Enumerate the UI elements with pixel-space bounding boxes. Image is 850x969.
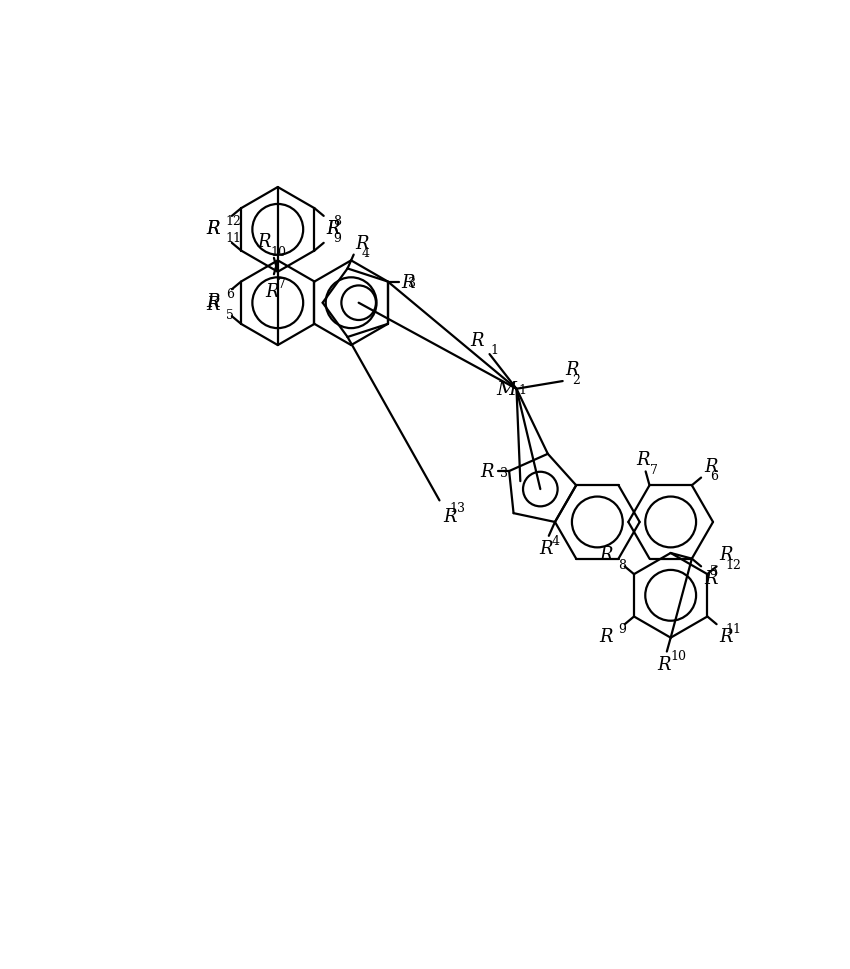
Text: 8: 8 — [333, 214, 341, 228]
Text: R: R — [539, 540, 552, 557]
Text: R: R — [704, 570, 717, 588]
Text: R: R — [402, 273, 415, 292]
Text: R: R — [206, 296, 219, 314]
Text: R: R — [720, 628, 734, 645]
Text: R: R — [658, 655, 672, 672]
Text: 10: 10 — [270, 245, 286, 259]
Text: 1: 1 — [490, 344, 498, 357]
Text: M: M — [496, 381, 517, 398]
Text: R: R — [206, 219, 219, 237]
Text: R: R — [720, 546, 734, 564]
Text: R: R — [206, 293, 219, 311]
Text: 7: 7 — [649, 463, 657, 477]
Text: R: R — [637, 451, 650, 469]
Text: R: R — [599, 546, 613, 564]
Text: R: R — [265, 283, 278, 300]
Text: 10: 10 — [671, 649, 687, 663]
Text: 6: 6 — [711, 470, 718, 483]
Text: R: R — [355, 234, 369, 252]
Text: R: R — [258, 233, 270, 251]
Text: R: R — [326, 220, 340, 237]
Text: 9: 9 — [619, 622, 626, 636]
Text: 12: 12 — [226, 214, 241, 228]
Text: 3: 3 — [408, 277, 416, 290]
Text: R: R — [471, 331, 484, 350]
Text: 11: 11 — [226, 232, 241, 245]
Text: 13: 13 — [450, 502, 466, 515]
Text: 11: 11 — [726, 622, 742, 636]
Text: 5: 5 — [711, 565, 718, 578]
Text: 4: 4 — [552, 534, 560, 547]
Text: 2: 2 — [572, 373, 580, 387]
Text: 5: 5 — [226, 308, 234, 322]
Text: 7: 7 — [278, 277, 286, 291]
Text: 8: 8 — [619, 558, 626, 572]
Text: 4: 4 — [361, 247, 370, 260]
Text: R: R — [206, 220, 219, 237]
Text: R: R — [704, 457, 717, 475]
Text: R: R — [326, 219, 340, 237]
Text: 6: 6 — [226, 288, 234, 300]
Text: R: R — [599, 628, 613, 645]
Text: 12: 12 — [726, 558, 742, 572]
Text: 3: 3 — [500, 466, 508, 479]
Text: 9: 9 — [333, 232, 341, 245]
Text: R: R — [444, 507, 456, 525]
Text: R: R — [566, 360, 579, 379]
Text: R: R — [480, 462, 494, 481]
Text: 1: 1 — [518, 384, 526, 397]
